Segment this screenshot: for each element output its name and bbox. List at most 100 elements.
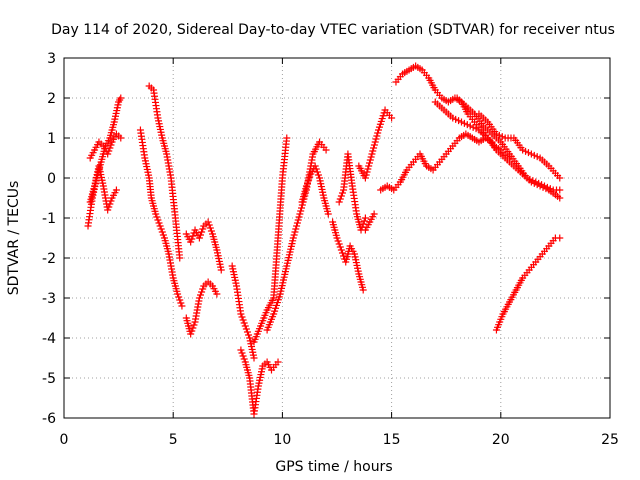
data-point: [293, 219, 301, 227]
data-point: [312, 165, 320, 173]
y-tick-label: -2: [42, 251, 56, 267]
data-point: [117, 94, 125, 102]
series-trace-j: [250, 134, 291, 346]
series-trace-m: [329, 218, 367, 294]
data-point: [337, 192, 345, 200]
y-tick-label: 3: [47, 51, 56, 67]
y-tick-label: 1: [47, 131, 56, 147]
data-point: [189, 324, 197, 332]
data-point: [105, 203, 113, 211]
data-point: [238, 313, 246, 321]
x-tick-label: 10: [273, 432, 291, 448]
data-point: [154, 216, 162, 224]
data-point: [239, 352, 247, 360]
data-point: [368, 150, 376, 158]
series-trace-o: [355, 106, 396, 182]
series-trace-k: [263, 138, 330, 334]
data-point: [388, 114, 396, 122]
data-point: [338, 189, 346, 197]
y-tick-label: -1: [42, 211, 56, 227]
data-point: [198, 228, 206, 236]
data-point: [241, 322, 249, 330]
data-point: [178, 302, 186, 310]
data-point: [366, 156, 374, 164]
data-point: [242, 325, 250, 333]
data-point: [298, 204, 306, 212]
data-point: [204, 218, 212, 226]
data-point: [302, 182, 310, 190]
data-point: [199, 285, 207, 293]
y-axis-label: SDTVAR / TECUs: [6, 181, 22, 296]
data-point: [294, 216, 302, 224]
series-trace-n: [335, 150, 369, 234]
series-trace-e: [145, 82, 184, 262]
series-trace-c: [86, 162, 120, 214]
data-point: [370, 141, 378, 149]
data-point: [239, 316, 247, 324]
data-point: [365, 159, 373, 167]
series-trace-a: [84, 94, 125, 230]
y-tick-label: -6: [42, 411, 56, 427]
data-point: [177, 299, 185, 307]
data-point: [238, 349, 246, 357]
y-tick-label: 2: [47, 91, 56, 107]
data-point: [290, 231, 298, 239]
series-trace-h: [228, 262, 258, 362]
data-point: [158, 228, 166, 236]
data-point: [336, 243, 344, 251]
data-point: [296, 210, 304, 218]
data-point: [335, 240, 343, 248]
data-point: [297, 207, 305, 215]
data-point: [187, 238, 195, 246]
data-point: [311, 162, 319, 170]
data-point: [188, 235, 196, 243]
data-point: [364, 165, 372, 173]
data-point: [373, 132, 381, 140]
x-tick-label: 5: [169, 432, 178, 448]
data-point: [370, 210, 378, 218]
data-point: [107, 141, 115, 149]
data-point: [189, 232, 197, 240]
data-point: [117, 134, 125, 142]
data-point: [289, 234, 297, 242]
data-point: [152, 210, 160, 218]
data-point: [174, 290, 182, 298]
data-point: [176, 254, 184, 262]
series-trace-p: [361, 210, 378, 234]
data-point: [362, 171, 370, 179]
data-point: [240, 355, 248, 363]
data-point: [197, 231, 204, 239]
data-point: [112, 186, 120, 194]
data-point: [195, 294, 203, 302]
data-point: [237, 310, 245, 318]
data-point: [205, 221, 213, 229]
data-point: [556, 186, 564, 194]
y-tick-label: -4: [42, 331, 56, 347]
y-tick-label: -5: [42, 371, 56, 387]
data-point: [283, 134, 291, 142]
data-point: [337, 246, 345, 254]
data-point: [361, 214, 369, 222]
data-point: [363, 168, 371, 176]
data-point: [374, 129, 382, 137]
data-point: [206, 224, 214, 232]
x-tick-label: 15: [383, 432, 401, 448]
series-trace-f: [182, 218, 225, 274]
data-point: [360, 217, 368, 225]
data-point: [556, 174, 564, 182]
series-trace-i: [237, 346, 282, 418]
data-point: [291, 228, 299, 236]
data-point: [304, 179, 312, 187]
data-point: [359, 286, 367, 294]
x-axis-label: GPS time / hours: [275, 459, 392, 475]
data-point: [370, 144, 378, 152]
data-point: [195, 234, 203, 242]
data-point: [175, 293, 183, 301]
data-point: [245, 331, 253, 339]
data-point: [153, 213, 161, 221]
series-trace-u: [475, 110, 564, 182]
data-point: [156, 222, 164, 230]
data-point: [367, 153, 375, 161]
series-trace-s: [431, 98, 564, 202]
